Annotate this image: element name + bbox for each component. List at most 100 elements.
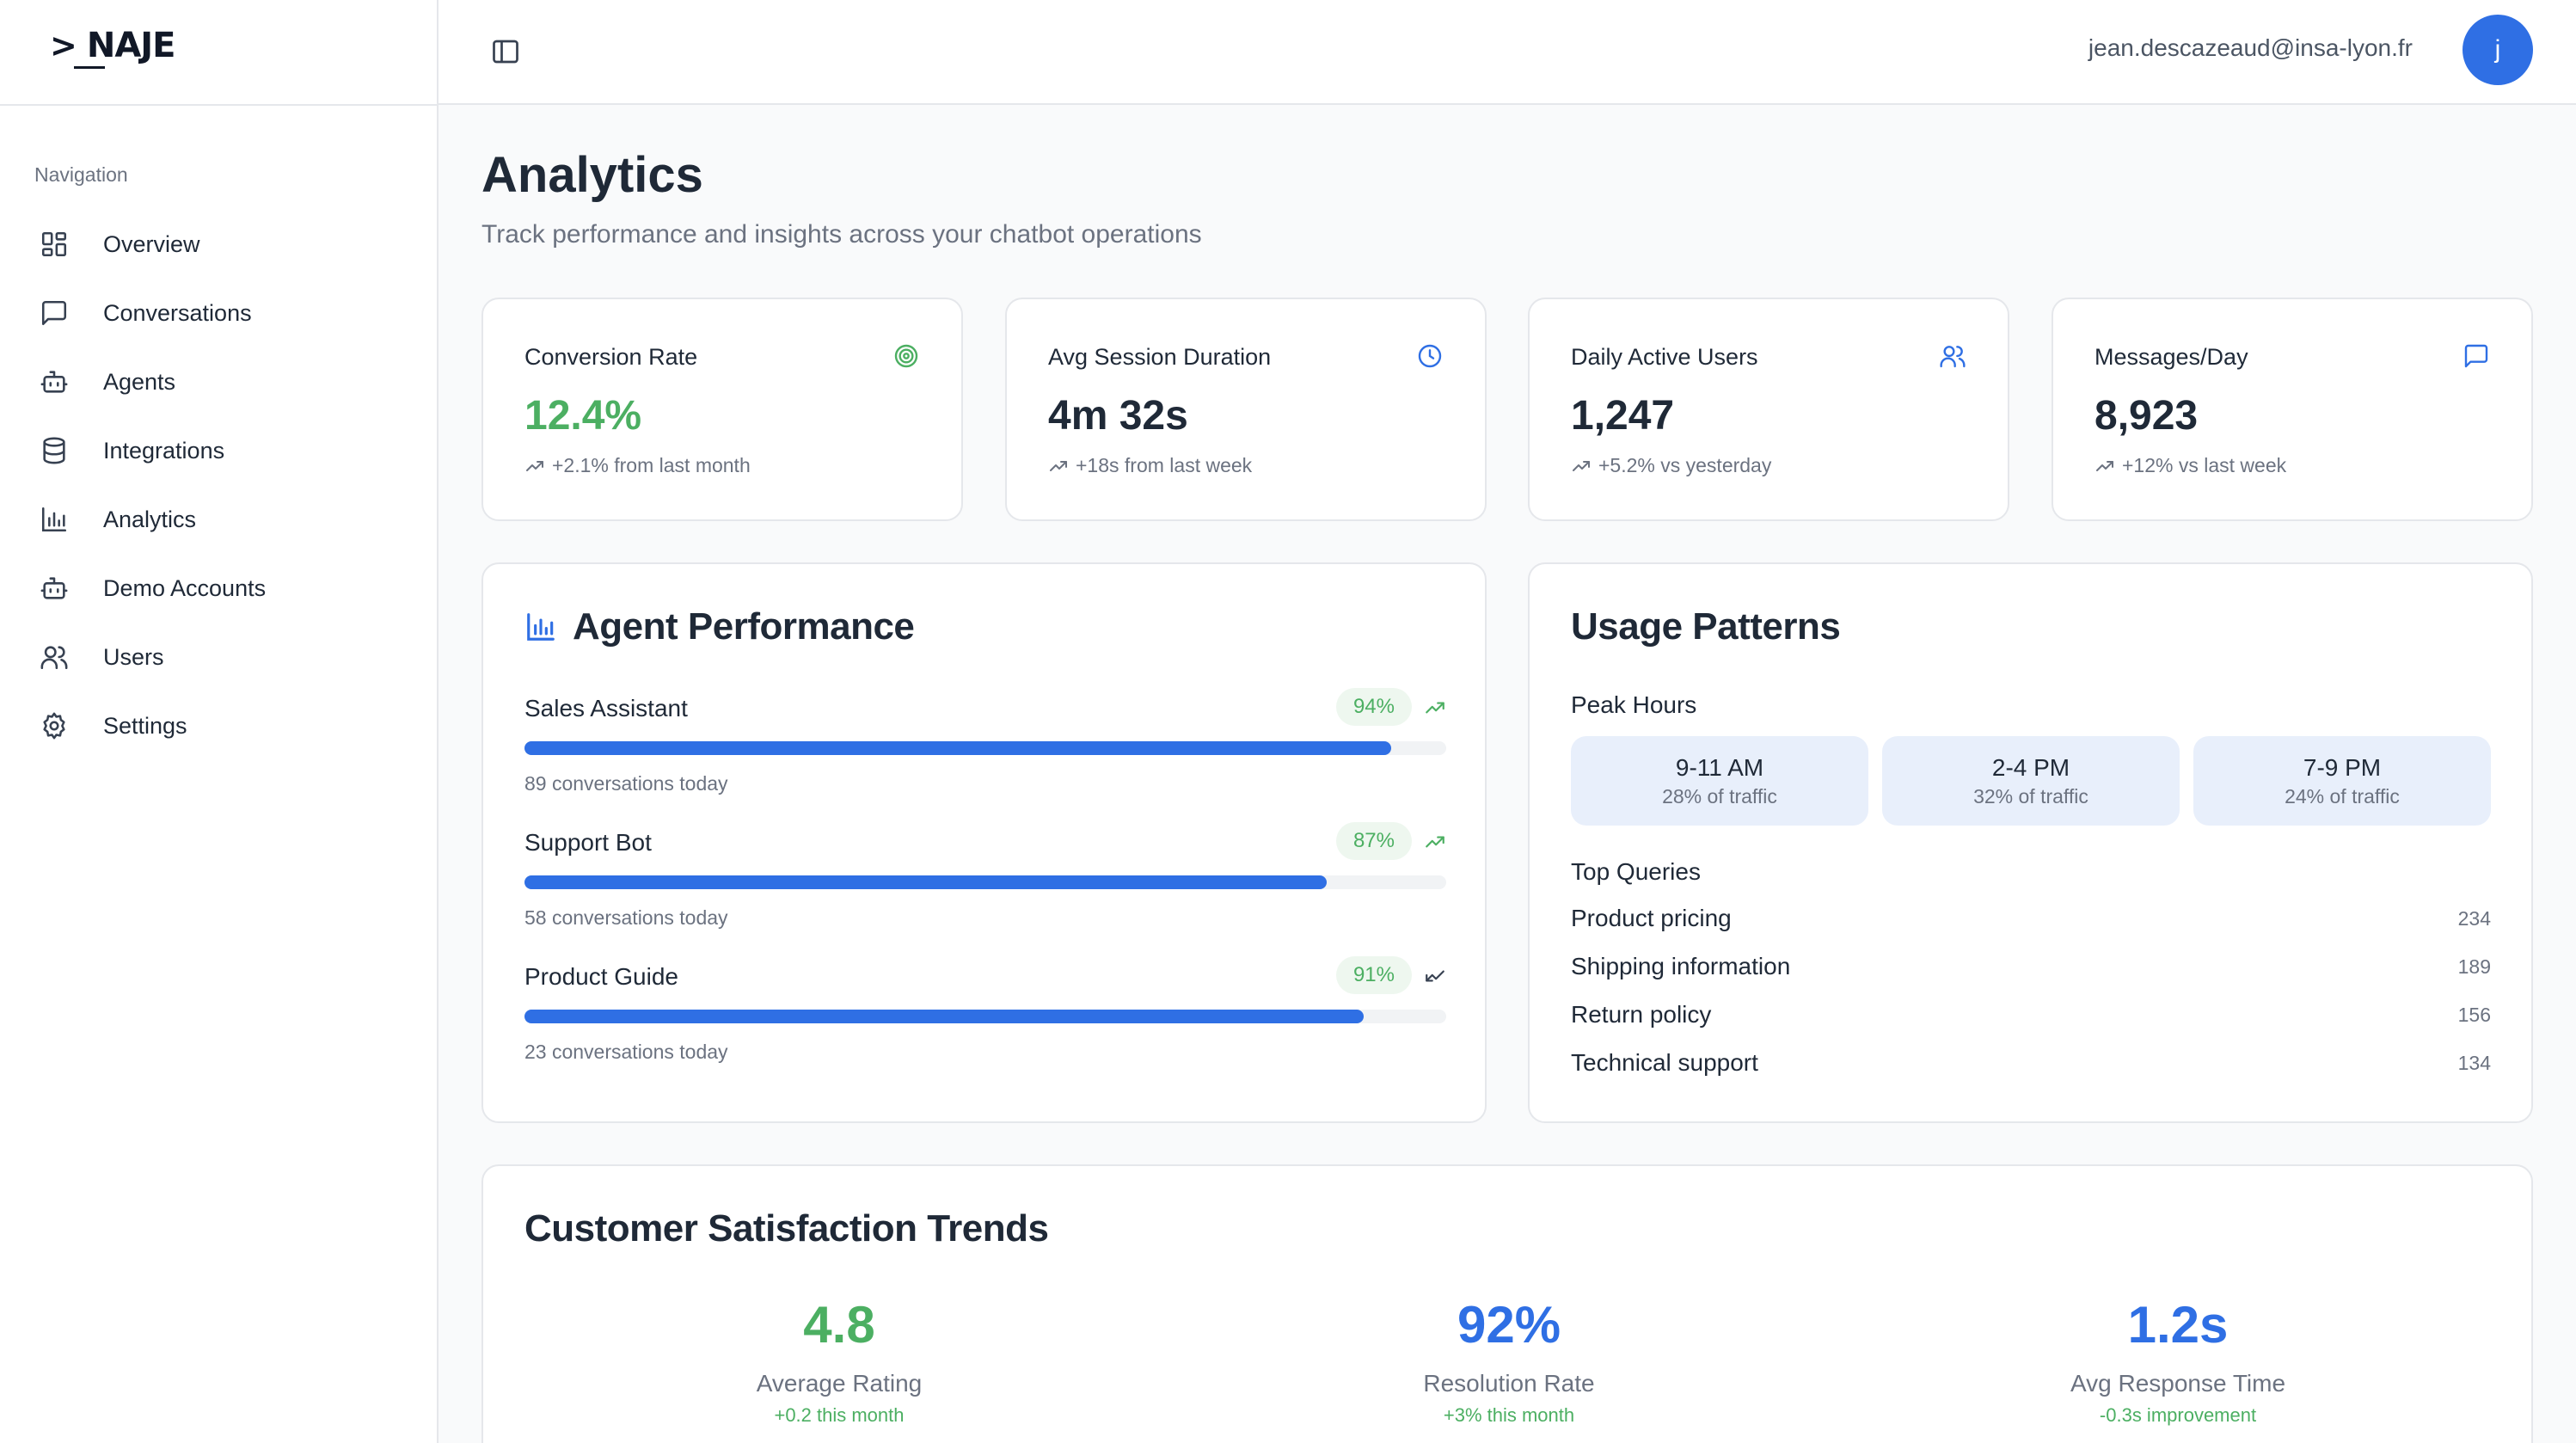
peak-hour-box: 9-11 AM 28% of traffic bbox=[1571, 736, 1868, 826]
peak-hour-traffic: 32% of traffic bbox=[1973, 784, 2088, 807]
sidebar-item-settings[interactable]: Settings bbox=[0, 691, 437, 760]
query-label: Product pricing bbox=[1571, 905, 1732, 931]
csat-metric-average-rating: 4.8 Average Rating +0.2 this month bbox=[624, 1295, 1054, 1427]
trending-up-icon bbox=[1424, 831, 1446, 853]
sidebar-item-agents[interactable]: Agents bbox=[0, 347, 437, 416]
customer-satisfaction-card: Customer Satisfaction Trends 4.8 Average… bbox=[481, 1164, 2533, 1443]
agent-progress-track bbox=[524, 1010, 1446, 1023]
usage-patterns-card: Usage Patterns Peak Hours 9-11 AM 28% of… bbox=[1528, 562, 2533, 1123]
agent-conversations: 89 conversations today bbox=[524, 772, 728, 795]
sidebar-item-overview[interactable]: Overview bbox=[0, 210, 437, 279]
trending-up-icon bbox=[1424, 697, 1446, 719]
sidebar-item-integrations[interactable]: Integrations bbox=[0, 416, 437, 485]
stat-value: 12.4% bbox=[524, 393, 642, 439]
message-square-icon bbox=[2463, 342, 2490, 370]
stat-trend: +12% vs last week bbox=[2095, 454, 2286, 477]
stat-title: Avg Session Duration bbox=[1048, 344, 1272, 370]
query-row: Product pricing 234 bbox=[1571, 901, 2491, 936]
sidebar-item-conversations[interactable]: Conversations bbox=[0, 279, 437, 347]
agent-score-badge: 87% bbox=[1335, 822, 1412, 860]
peak-hour-traffic: 28% of traffic bbox=[1662, 784, 1777, 807]
sidebar-item-label: Users bbox=[103, 643, 164, 670]
stat-card-conversion-rate: Conversion Rate 12.4% +2.1% from last mo… bbox=[481, 298, 963, 521]
csat-change: -0.3s improvement bbox=[2099, 1404, 2257, 1426]
query-count: 234 bbox=[2457, 906, 2491, 930]
stat-card-daily-active-users: Daily Active Users 1,247 +5.2% vs yester… bbox=[1528, 298, 2009, 521]
sidebar-item-users[interactable]: Users bbox=[0, 623, 437, 691]
agent-progress-fill bbox=[524, 741, 1391, 755]
stat-title: Daily Active Users bbox=[1571, 344, 1758, 370]
csat-change: +3% this month bbox=[1443, 1404, 1575, 1426]
query-count: 134 bbox=[2457, 1051, 2491, 1074]
logo-bar: > NAJE bbox=[0, 0, 437, 106]
query-count: 156 bbox=[2457, 1003, 2491, 1026]
bot-icon bbox=[40, 367, 69, 396]
stat-trend-text: +12% vs last week bbox=[2122, 454, 2287, 476]
agent-score-badge: 91% bbox=[1335, 956, 1412, 994]
query-row: Return policy 156 bbox=[1571, 998, 2491, 1032]
agent-progress-track bbox=[524, 875, 1446, 889]
query-row: Shipping information 189 bbox=[1571, 949, 2491, 984]
sidebar-item-label: Conversations bbox=[103, 299, 252, 326]
page-subtitle: Track performance and insights across yo… bbox=[481, 220, 1202, 249]
peak-hour-box: 2-4 PM 32% of traffic bbox=[1882, 736, 2180, 826]
top-queries-label: Top Queries bbox=[1571, 858, 1701, 885]
query-count: 189 bbox=[2457, 955, 2491, 978]
agent-performance-card: Agent Performance Sales Assistant 94% 89… bbox=[481, 562, 1487, 1123]
sidebar-item-label: Analytics bbox=[103, 506, 197, 532]
sidebar-item-demo-accounts[interactable]: Demo Accounts bbox=[0, 554, 437, 623]
sidebar-item-label: Settings bbox=[103, 712, 187, 739]
csat-label: Avg Response Time bbox=[2070, 1370, 2286, 1397]
users-icon bbox=[40, 642, 69, 672]
bot-icon bbox=[40, 574, 69, 603]
customer-satisfaction-title: Customer Satisfaction Trends bbox=[524, 1207, 1049, 1250]
sidebar-item-label: Demo Accounts bbox=[103, 574, 267, 601]
stat-trend-text: +18s from last week bbox=[1076, 454, 1253, 476]
agent-name: Product Guide bbox=[524, 963, 678, 990]
grid-icon bbox=[40, 230, 69, 259]
agent-conversations: 58 conversations today bbox=[524, 906, 728, 929]
sidebar-item-analytics[interactable]: Analytics bbox=[0, 485, 437, 554]
sidebar-item-label: Integrations bbox=[103, 437, 225, 464]
trending-up-icon bbox=[1050, 460, 1067, 471]
brand-logo[interactable]: > NAJE bbox=[50, 26, 175, 65]
page-title: Analytics bbox=[481, 147, 703, 203]
stat-value: 8,923 bbox=[2095, 393, 2199, 439]
query-label: Shipping information bbox=[1571, 953, 1791, 979]
agent-name: Support Bot bbox=[524, 829, 652, 856]
avatar[interactable]: j bbox=[2463, 15, 2533, 85]
stat-title: Messages/Day bbox=[2095, 344, 2248, 370]
csat-label: Resolution Rate bbox=[1423, 1370, 1595, 1397]
agent-performance-header: Agent Performance bbox=[524, 605, 915, 648]
topbar: jean.descazeaud@insa-lyon.fr j bbox=[439, 0, 2576, 105]
logo-caret: > bbox=[50, 27, 77, 64]
query-label: Technical support bbox=[1571, 1049, 1758, 1076]
csat-value: 92% bbox=[1457, 1296, 1561, 1354]
agent-row: Sales Assistant 94% 89 conversations tod… bbox=[524, 688, 1446, 814]
stat-trend: +5.2% vs yesterday bbox=[1571, 454, 1771, 477]
csat-change: +0.2 this month bbox=[774, 1404, 905, 1426]
stat-card-messages-per-day: Messages/Day 8,923 +12% vs last week bbox=[2052, 298, 2533, 521]
stat-trend: +18s from last week bbox=[1048, 454, 1252, 477]
trending-up-icon bbox=[526, 460, 543, 471]
stat-trend-text: +5.2% vs yesterday bbox=[1598, 454, 1772, 476]
csat-metric-avg-response-time: 1.2s Avg Response Time -0.3s improvement bbox=[1963, 1295, 2393, 1427]
csat-metric-resolution-rate: 92% Resolution Rate +3% this month bbox=[1294, 1295, 1724, 1427]
query-row: Technical support 134 bbox=[1571, 1046, 2491, 1080]
sidebar-item-label: Agents bbox=[103, 368, 176, 395]
sidebar-toggle-icon[interactable] bbox=[490, 36, 521, 67]
gear-icon bbox=[40, 711, 69, 740]
peak-hour-traffic: 24% of traffic bbox=[2285, 784, 2400, 807]
agent-progress-fill bbox=[524, 875, 1327, 889]
agent-conversations: 23 conversations today bbox=[524, 1041, 728, 1063]
user-email: jean.descazeaud@insa-lyon.fr bbox=[2088, 34, 2413, 61]
agent-name: Sales Assistant bbox=[524, 695, 688, 722]
agent-row: Support Bot 87% 58 conversations today bbox=[524, 822, 1446, 948]
sidebar-item-label: Overview bbox=[103, 230, 200, 257]
peak-hour-time: 9-11 AM bbox=[1675, 753, 1764, 781]
usage-patterns-title: Usage Patterns bbox=[1571, 605, 1841, 648]
logo-underline bbox=[74, 66, 105, 69]
stat-trend: +2.1% from last month bbox=[524, 454, 751, 477]
bar-chart-icon bbox=[40, 505, 69, 534]
target-icon bbox=[892, 342, 920, 370]
